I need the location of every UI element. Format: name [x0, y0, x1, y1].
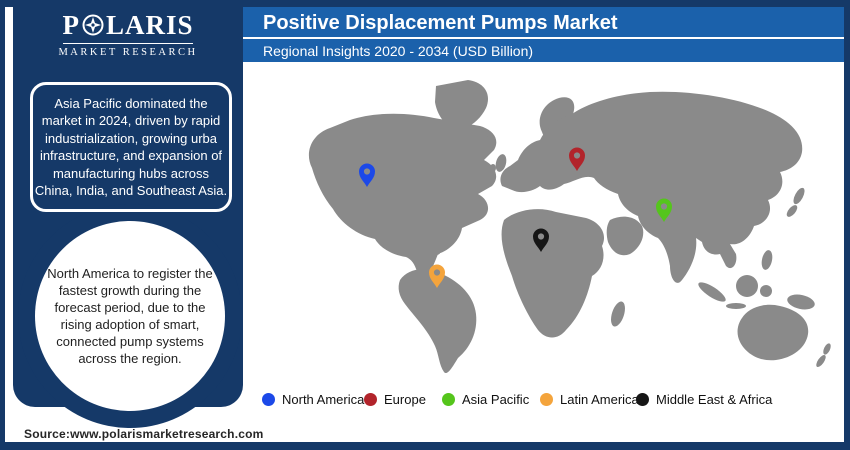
- legend-label: Middle East & Africa: [656, 392, 773, 407]
- logo-tagline: MARKET RESEARCH: [58, 47, 198, 58]
- legend-dot-asia-pacific: [442, 393, 455, 406]
- logo-text-start: P: [62, 10, 80, 40]
- source-text: Source:www.polarismarketresearch.com: [24, 427, 264, 441]
- continent-africa: [501, 209, 605, 338]
- island-greenland: [435, 80, 488, 130]
- logo-divider: [63, 43, 193, 44]
- legend-label: North America: [282, 392, 365, 407]
- island-japan-north: [793, 187, 805, 205]
- callout-circle: North America to register the fastest gr…: [35, 221, 225, 411]
- continent-north-america: [308, 113, 497, 283]
- compass-icon: [81, 13, 105, 42]
- island-caribbean: [426, 250, 440, 256]
- title-header: Positive Displacement Pumps Market Regio…: [243, 7, 844, 62]
- legend-dot-middle-east-africa: [636, 393, 649, 406]
- island-japan-south: [786, 205, 798, 217]
- page-subtitle: Regional Insights 2020 - 2034 (USD Billi…: [263, 43, 534, 59]
- island-borneo: [736, 275, 758, 297]
- logo-wordmark: P LARIS: [13, 11, 243, 42]
- island-philippines: [761, 250, 773, 270]
- island-new-zealand-north: [823, 343, 831, 355]
- legend-item-asia-pacific: Asia Pacific: [442, 392, 529, 407]
- legend-label: Asia Pacific: [462, 392, 530, 407]
- callout-circle-text: North America to register the fastest gr…: [47, 266, 213, 366]
- legend-item-middle-east-africa: Middle East & Africa: [636, 392, 772, 407]
- callout-box-text: Asia Pacific dominated the market in 202…: [34, 95, 228, 199]
- page-title: Positive Displacement Pumps Market: [263, 12, 618, 34]
- island-uk: [495, 154, 507, 172]
- map-pin-middle-east-africa: [533, 228, 549, 252]
- legend-label: Europe: [384, 392, 426, 407]
- logo-text-end: LARIS: [105, 10, 194, 40]
- callout-box: Asia Pacific dominated the market in 202…: [30, 82, 232, 212]
- island-iceland: [476, 131, 488, 139]
- header-divider: [243, 37, 844, 39]
- legend-item-north-america: North America: [262, 392, 364, 407]
- island-java: [726, 303, 746, 309]
- polaris-logo: P LARIS MARKET RESEARCH: [13, 11, 243, 58]
- legend-label: Latin America: [560, 392, 639, 407]
- island-new-zealand-south: [816, 355, 826, 367]
- continent-australia: [737, 304, 809, 361]
- map-pin-asia-pacific: [656, 198, 672, 222]
- legend-item-europe: Europe: [364, 392, 426, 407]
- island-sulawesi: [760, 285, 772, 297]
- island-ireland: [490, 164, 496, 172]
- map-pin-europe: [569, 147, 585, 171]
- legend-dot-north-america: [262, 393, 275, 406]
- legend-dot-latin-america: [540, 393, 553, 406]
- legend-item-latin-america: Latin America: [540, 392, 639, 407]
- region-arabia: [606, 216, 644, 256]
- continent-eurasia: [500, 91, 803, 283]
- island-sumatra: [698, 282, 726, 302]
- map-pin-latin-america: [429, 264, 445, 288]
- map-pin-north-america: [359, 163, 375, 187]
- continent-south-america: [398, 269, 477, 374]
- legend-dot-europe: [364, 393, 377, 406]
- world-map: [308, 80, 831, 374]
- island-new-guinea: [787, 294, 815, 310]
- island-madagascar: [611, 301, 625, 327]
